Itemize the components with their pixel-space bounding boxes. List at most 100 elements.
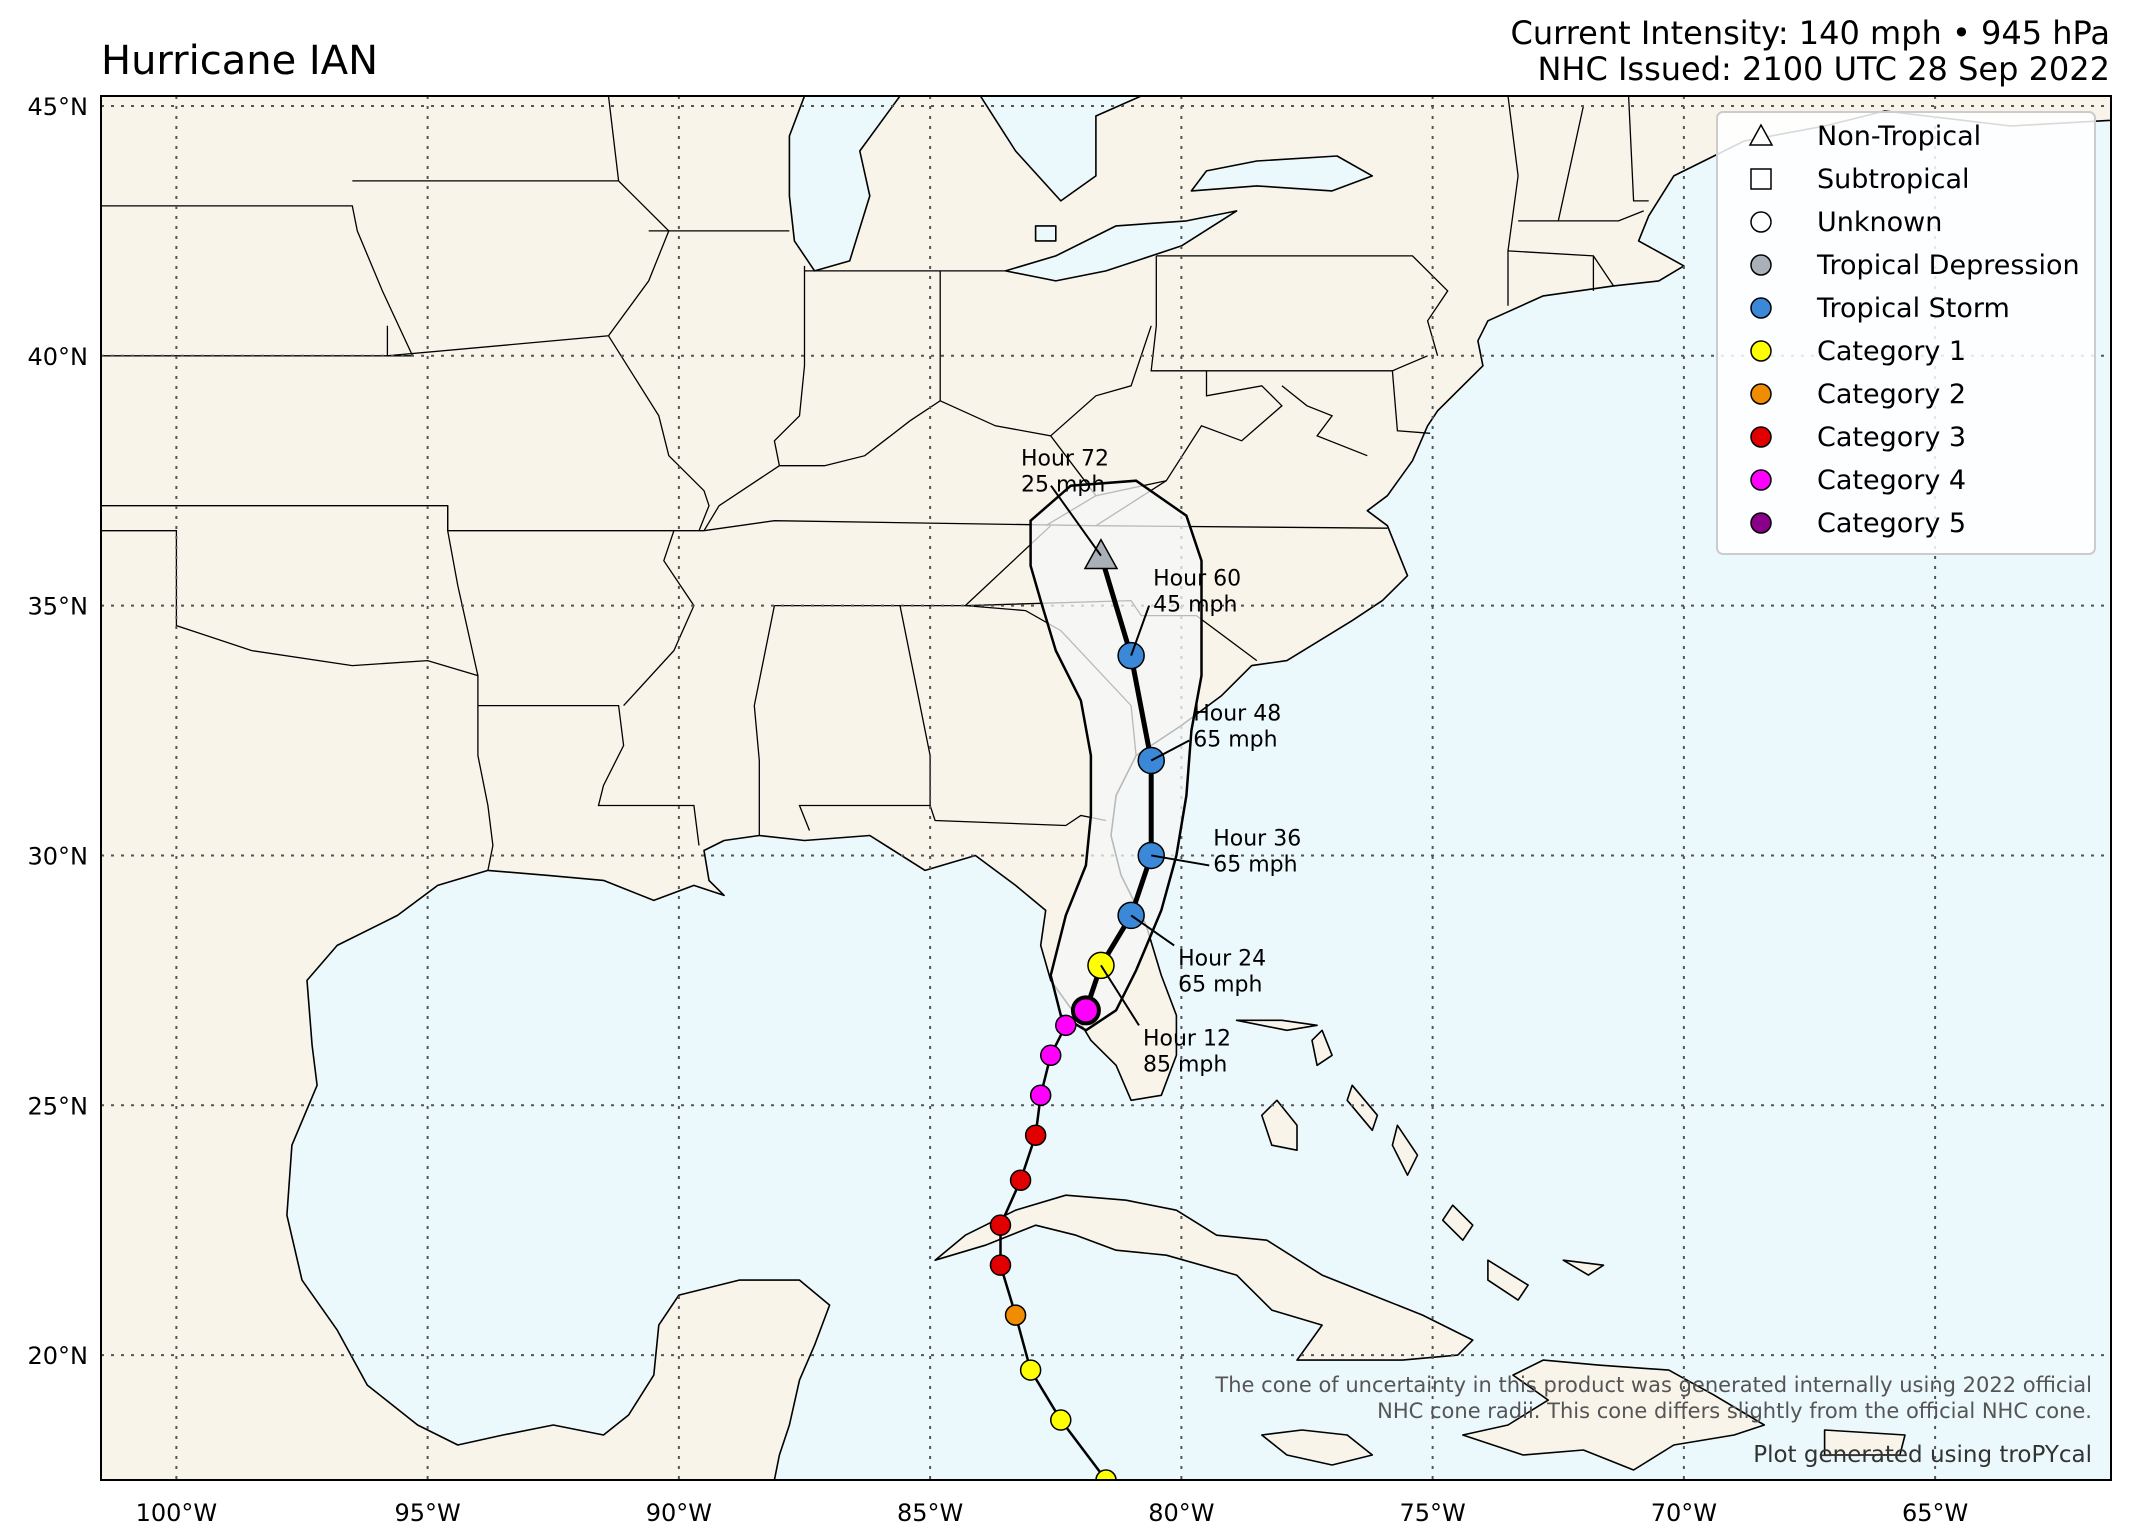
legend-circle-icon (1750, 340, 1772, 362)
state-border (798, 605, 931, 831)
forecast-hour-label: Hour 24 (1178, 946, 1266, 971)
label-leader-line (1151, 854, 1210, 867)
lon-tick-label: 95°W (394, 1499, 460, 1527)
current-intensity: Current Intensity: 140 mph • 945 hPa (1510, 14, 2111, 52)
footnote-line-2: NHC cone radii. This cone differs slight… (1377, 1399, 2092, 1423)
great-lake (979, 96, 1142, 202)
past-track-point (1004, 1304, 1027, 1326)
lon-tick-label: 90°W (646, 1499, 712, 1527)
label-leader-line (1050, 485, 1102, 557)
lon-tick-label: 100°W (136, 1499, 218, 1527)
lat-tick-label: 40°N (28, 343, 89, 371)
state-border (447, 505, 479, 676)
forecast-hour-label: Hour 72 (1021, 447, 1109, 472)
forecast-wind-label: 45 mph (1153, 593, 1237, 618)
forecast-wind-label: 65 mph (1193, 728, 1277, 753)
lon-tick-label: 65°W (1902, 1499, 1968, 1527)
state-border (1391, 370, 1431, 434)
state-border (477, 704, 700, 846)
credit-text: Plot generated using troPYcal (1753, 1442, 2092, 1468)
puerto-rico-land (1823, 1429, 1906, 1456)
state-border (1557, 105, 1585, 222)
great-lake (1004, 210, 1238, 282)
lat-tick-label: 45°N (28, 93, 89, 121)
bahamas-island (1391, 1124, 1419, 1176)
forecast-hour-label: Hour 12 (1143, 1026, 1231, 1051)
bahamas-island (1235, 1019, 1318, 1032)
legend-label: Category 1 (1817, 336, 1966, 367)
current-position-point (1070, 995, 1101, 1026)
lon-tick-label: 75°W (1399, 1499, 1465, 1527)
forecast-hour-label: Hour 48 (1193, 702, 1281, 727)
lat-tick-label: 30°N (28, 842, 89, 870)
state-border (703, 270, 941, 532)
state-border (753, 605, 776, 836)
past-track-point (989, 1254, 1012, 1276)
state-border (101, 530, 494, 871)
bahamas-island (1311, 1029, 1333, 1067)
past-track-point (1055, 1014, 1077, 1037)
past-track-point (1050, 1409, 1072, 1431)
bahamas-island (1487, 1259, 1529, 1301)
forecast-hour-label: Hour 60 (1153, 567, 1241, 592)
map-frame (100, 95, 2112, 1481)
bahamas-island (1562, 1259, 1605, 1276)
state-border (1627, 96, 1649, 202)
past-track-point (1095, 1469, 1117, 1480)
legend-circle-icon (1750, 426, 1772, 448)
great-lake (1190, 155, 1374, 192)
past-track-point (989, 1214, 1012, 1236)
legend-label: Unknown (1817, 207, 1942, 238)
forecast-hour-label: Hour 36 (1213, 826, 1301, 851)
past-track-point (1039, 1044, 1062, 1067)
great-lake (788, 96, 901, 272)
legend-label: Tropical Depression (1816, 250, 2080, 281)
cone-of-uncertainty (1029, 479, 1203, 1032)
state-borders (101, 96, 1649, 871)
past-track-point (1029, 1084, 1052, 1107)
forecast-wind-label: 85 mph (1143, 1052, 1227, 1077)
bahamas-island (1346, 1084, 1379, 1132)
legend-triangle-icon (1748, 123, 1774, 146)
legend: Non-Tropical Subtropical Unknown Tropical D… (1716, 111, 2096, 555)
past-track-point (1009, 1169, 1032, 1191)
lon-tick-label: 70°W (1651, 1499, 1717, 1527)
lon-tick-label: 80°W (1148, 1499, 1214, 1527)
bahamas-island (1261, 1099, 1298, 1151)
legend-label: Category 3 (1817, 422, 1966, 453)
legend-circle-icon (1750, 512, 1772, 534)
lat-tick-label: 35°N (28, 593, 89, 621)
label-leader-line (1100, 964, 1140, 1026)
legend-label: Category 5 (1817, 508, 1966, 539)
legend-circle-icon (1750, 211, 1772, 233)
great-lake (1034, 225, 1057, 242)
state-border (1518, 210, 1644, 222)
footnote: The cone of uncertainty in this product … (1214, 1373, 2092, 1468)
forecast-wind-label: 65 mph (1213, 852, 1297, 877)
legend-circle-icon (1750, 469, 1772, 491)
forecast-wind-label: 65 mph (1178, 972, 1262, 997)
state-border (607, 335, 710, 531)
past-track-point (1024, 1124, 1047, 1146)
state-border (101, 205, 414, 357)
jamaica-land (1261, 1429, 1374, 1466)
legend-label: Category 4 (1817, 465, 1966, 496)
legend-box (1716, 111, 2096, 555)
axis-ticks: 100°W 95°W 90°W 85°W 80°W 75°W 70°W 65°W 45°N 40°… (28, 93, 1969, 1527)
state-border (773, 265, 806, 466)
legend-circle-icon (1750, 254, 1772, 276)
legend-circle-icon (1750, 383, 1772, 405)
label-leader-line (1130, 914, 1175, 947)
legend-label: Non-Tropical (1817, 121, 1981, 152)
hispaniola-land (1462, 1359, 1766, 1471)
legend-square-icon (1750, 168, 1772, 190)
past-track-point (1019, 1359, 1042, 1381)
legend-circle-icon (1750, 297, 1772, 319)
cone-outline (1029, 479, 1203, 1032)
cuba-land (934, 1194, 1474, 1361)
lat-tick-label: 25°N (28, 1092, 89, 1120)
state-border (929, 805, 1107, 827)
legend-label: Category 2 (1817, 379, 1966, 410)
state-border (1095, 370, 1283, 497)
